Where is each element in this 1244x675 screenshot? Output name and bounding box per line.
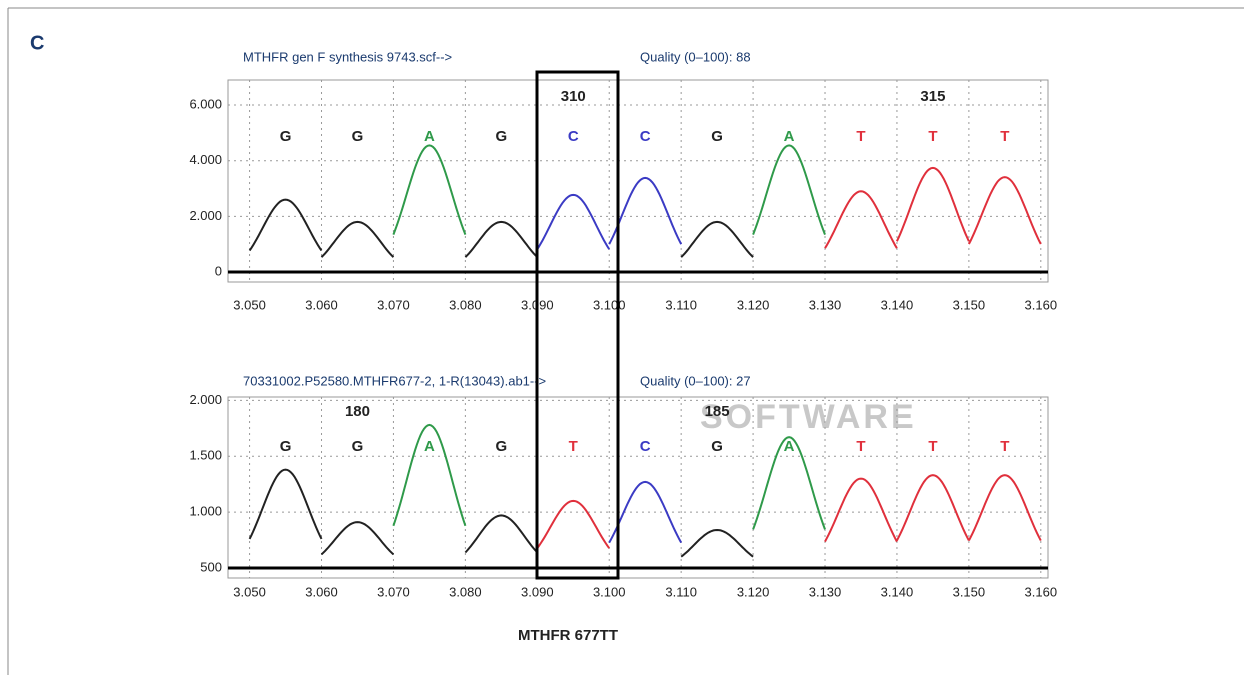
base-call: T [928,438,937,455]
base-call: G [352,128,364,145]
y-tick-label: 2.000 [189,392,222,407]
base-call: G [711,128,723,145]
x-tick-label: 3.120 [737,584,770,599]
x-tick-label: 3.100 [593,584,626,599]
x-tick-label: 3.160 [1025,584,1058,599]
y-tick-label: 1.000 [189,504,222,519]
y-tick-label: 2.000 [189,208,222,223]
panel-label: C [30,32,44,54]
base-call: G [495,438,507,455]
y-tick-label: 0 [215,263,222,278]
base-call: T [928,128,937,145]
peak [609,178,681,244]
base-call: C [640,128,651,145]
peak [250,200,322,251]
base-call: T [1000,128,1009,145]
peak [681,530,753,557]
x-tick-label: 3.050 [233,584,266,599]
caption: MTHFR 677TT [518,627,618,644]
x-tick-label: 3.080 [449,297,482,312]
base-call: T [856,128,865,145]
x-tick-label: 3.160 [1025,297,1058,312]
y-tick-label: 500 [200,559,222,574]
y-tick-label: 1.500 [189,448,222,463]
y-tick-label: 6.000 [189,96,222,111]
x-tick-label: 3.110 [665,584,697,599]
position-label: 180 [345,403,370,420]
peak [897,168,969,241]
position-label: 310 [561,88,586,105]
x-tick-label: 3.130 [809,584,842,599]
chart-subtitle: Quality (0–100): 88 [640,49,751,64]
x-tick-label: 3.060 [305,297,338,312]
base-call: C [568,128,579,145]
chart-subtitle: Quality (0–100): 27 [640,373,751,388]
x-tick-label: 3.120 [737,297,770,312]
base-call: G [280,438,292,455]
y-tick-label: 4.000 [189,152,222,167]
x-tick-label: 3.070 [377,297,410,312]
peak [393,145,465,234]
base-call: C [640,438,651,455]
peak [753,145,825,234]
position-label: 185 [705,403,730,420]
x-tick-label: 3.070 [377,584,410,599]
base-call: G [711,438,723,455]
x-tick-label: 3.150 [953,297,986,312]
base-call: G [495,128,507,145]
peak [897,475,969,540]
peak [969,475,1041,540]
peak [465,515,537,552]
base-call: A [424,438,435,455]
base-call: G [352,438,364,455]
peak [969,177,1041,244]
peak [825,191,897,248]
peak [250,470,322,539]
peak [537,195,609,249]
peak [322,522,394,554]
peak [537,501,609,548]
x-tick-label: 3.140 [881,584,914,599]
x-tick-label: 3.130 [809,297,842,312]
base-call: T [569,438,578,455]
x-tick-label: 3.100 [593,297,626,312]
position-label: 315 [920,88,945,105]
base-call: A [424,128,435,145]
base-call: A [784,128,795,145]
chart-title: MTHFR gen F synthesis 9743.scf--> [243,49,452,64]
peak [465,222,537,257]
chart-title: 70331002.P52580.MTHFR677-2, 1-R(13043).a… [243,373,546,388]
peak [825,479,897,542]
peak [681,222,753,257]
figure: C MTHFR 677TT MTHFR gen F synthesis 9743… [0,0,1244,675]
x-tick-label: 3.090 [521,584,554,599]
base-call: T [856,438,865,455]
x-tick-label: 3.050 [233,297,266,312]
base-call: A [784,438,795,455]
x-tick-label: 3.140 [881,297,914,312]
base-call: T [1000,438,1009,455]
x-tick-label: 3.060 [305,584,338,599]
x-tick-label: 3.080 [449,584,482,599]
peak [322,222,394,257]
watermark: SOFTWARE [700,398,917,436]
x-tick-label: 3.110 [665,297,697,312]
base-call: G [280,128,292,145]
x-tick-label: 3.150 [953,584,986,599]
